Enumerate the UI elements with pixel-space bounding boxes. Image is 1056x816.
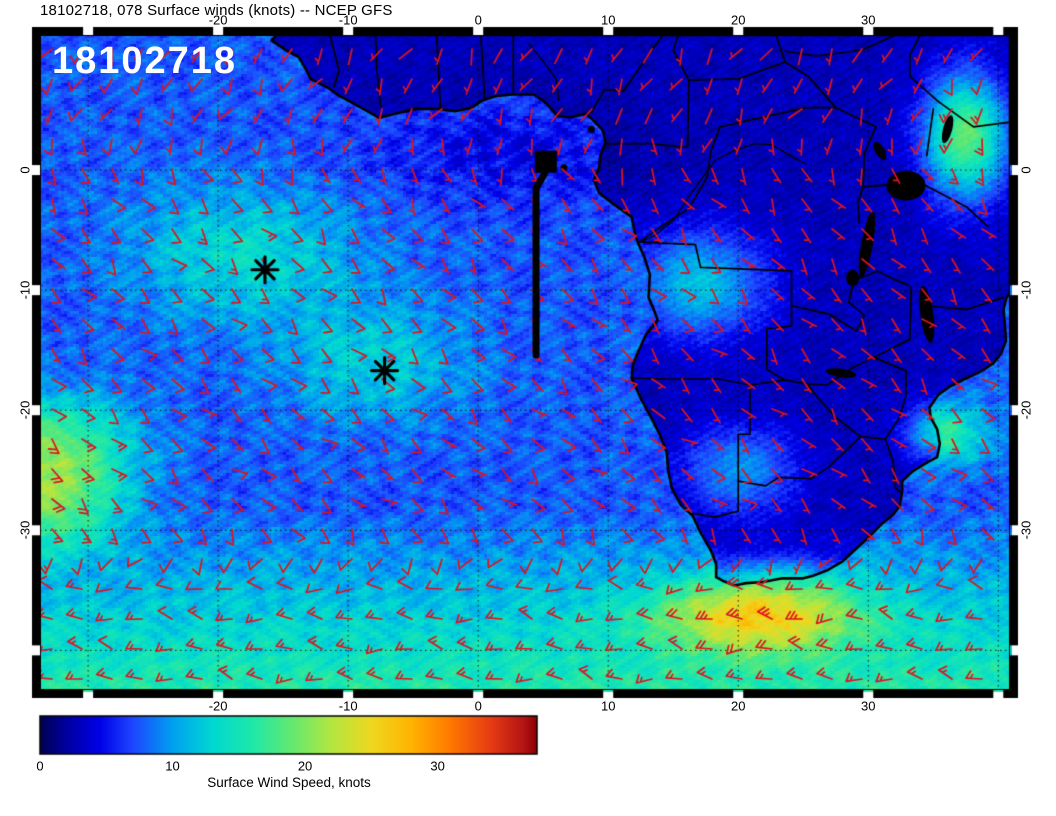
colorbar-caption: Surface Wind Speed, knots xyxy=(207,775,371,790)
run-label-overlay: 18102718 xyxy=(52,40,238,82)
figure-title: 18102718, 078 Surface winds (knots) -- N… xyxy=(40,2,393,19)
